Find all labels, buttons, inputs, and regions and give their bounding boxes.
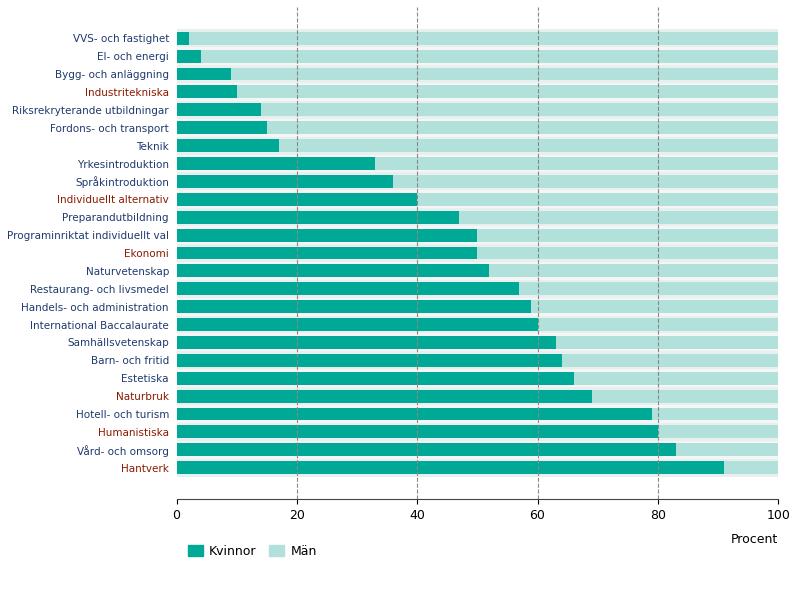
Bar [177,47,778,65]
Bar [177,139,279,152]
Bar [177,65,778,83]
Bar [177,265,489,277]
Bar [177,103,261,117]
Bar [177,30,778,47]
Bar [652,408,778,420]
Bar [177,390,591,402]
Bar [177,119,778,137]
Bar [177,333,778,352]
Bar [537,318,778,331]
Bar [177,208,778,226]
Bar [177,459,778,477]
Bar [177,425,658,439]
Bar [177,423,778,441]
Bar [556,336,778,349]
Bar [279,139,778,152]
Bar [177,387,778,405]
Bar [177,157,375,170]
Bar [177,226,778,244]
Bar [177,354,562,367]
Bar [489,265,778,277]
Bar [177,83,778,101]
Bar [177,461,724,474]
Bar [177,101,778,119]
Text: Procent: Procent [731,533,778,547]
Bar [261,103,778,117]
Bar [676,443,778,456]
Bar [177,441,778,459]
Bar [574,372,778,385]
Legend: Kvinnor, Män: Kvinnor, Män [183,540,322,563]
Bar [520,282,778,295]
Bar [177,443,676,456]
Bar [177,190,778,208]
Bar [230,68,778,80]
Bar [177,246,477,260]
Bar [177,282,520,295]
Bar [189,32,778,45]
Bar [177,173,778,190]
Bar [177,405,778,423]
Bar [201,50,778,63]
Bar [562,354,778,367]
Bar [177,298,778,316]
Bar [177,280,778,298]
Bar [177,244,778,262]
Bar [177,372,574,385]
Bar [177,175,393,188]
Bar [532,300,778,313]
Bar [724,461,778,474]
Bar [177,229,477,242]
Bar [177,155,778,173]
Bar [591,390,778,402]
Bar [177,369,778,387]
Bar [477,246,778,260]
Bar [177,352,778,369]
Bar [177,86,237,98]
Bar [393,175,778,188]
Bar [177,32,189,45]
Bar [237,86,778,98]
Bar [177,300,532,313]
Bar [177,262,778,280]
Bar [477,229,778,242]
Bar [177,408,652,420]
Bar [375,157,778,170]
Bar [267,121,778,134]
Bar [658,425,778,439]
Bar [417,193,778,206]
Bar [459,211,778,223]
Bar [177,211,459,223]
Bar [177,121,267,134]
Bar [177,316,778,333]
Bar [177,137,778,155]
Bar [177,193,417,206]
Bar [177,68,230,80]
Bar [177,336,556,349]
Bar [177,318,537,331]
Bar [177,50,201,63]
